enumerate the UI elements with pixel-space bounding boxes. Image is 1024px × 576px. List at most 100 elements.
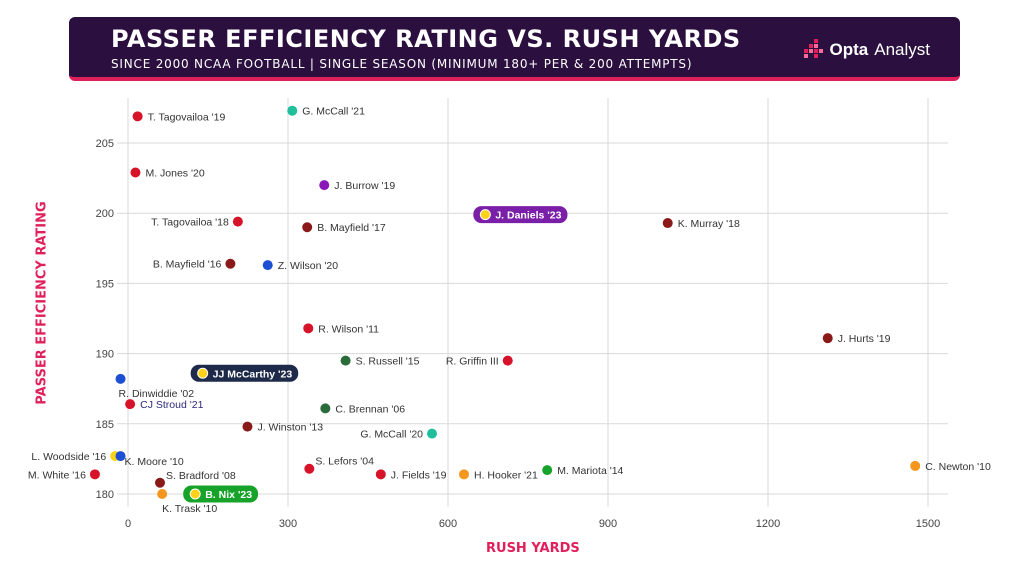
data-point: S. Lefors '04 <box>304 456 374 474</box>
point-marker-s-bradford-08 <box>155 477 165 488</box>
point-marker-t-tagovailoa-18 <box>232 216 243 227</box>
data-point: JJ McCarthy '23 <box>190 364 299 382</box>
point-marker-j-burrow-19 <box>319 180 330 191</box>
grid-lines <box>117 98 948 507</box>
point-marker-k-trask-10 <box>157 489 168 499</box>
point-marker-j-winston-13 <box>242 421 253 432</box>
data-point: K. Moore '10 <box>115 451 184 468</box>
point-marker-j-daniels-23 <box>479 209 491 221</box>
point-label-h-hooker-21: H. Hooker '21 <box>474 469 538 481</box>
point-label-j-winston-13: J. Winston '13 <box>257 422 323 434</box>
data-points: T. Tagovailoa '19 G. McCall '21 M. Jones '… <box>28 105 991 515</box>
point-marker-r-dinwiddie-02 <box>115 373 126 384</box>
y-tick-label: 205 <box>96 138 114 150</box>
data-point: T. Tagovailoa '18 <box>151 216 243 229</box>
point-label-k-trask-10: K. Trask '10 <box>162 503 217 515</box>
data-point: J. Fields '19 <box>375 469 447 481</box>
highlight-pill <box>190 364 299 382</box>
point-label-g-mccall-21: G. McCall '21 <box>302 106 365 118</box>
point-marker-b-nix-23 <box>189 488 201 500</box>
data-point: B. Nix '23 <box>183 485 259 503</box>
data-point: B. Mayfield '17 <box>302 222 386 234</box>
point-label-l-woodside-16: L. Woodside '16 <box>31 451 106 463</box>
point-marker-z-wilson-20 <box>262 260 273 271</box>
point-label-s-lefors-04: S. Lefors '04 <box>315 456 374 468</box>
point-label-r-griffin-iii: R. Griffin III <box>446 356 499 368</box>
data-point: H. Hooker '21 <box>459 469 538 481</box>
point-label-j-hurts-19: J. Hurts '19 <box>838 333 891 345</box>
x-tick-label: 900 <box>599 518 617 530</box>
data-point: CJ Stroud '21 <box>125 399 204 411</box>
y-tick-label: 180 <box>96 489 114 501</box>
point-marker-h-hooker-21 <box>459 469 469 480</box>
chart-title: PASSER EFFICIENCY RATING VS. RUSH YARDS <box>111 25 741 53</box>
x-tick-label: 1500 <box>916 518 940 530</box>
brand-name-bold: Opta <box>829 40 869 59</box>
point-label-j-fields-19: J. Fields '19 <box>391 469 447 481</box>
x-axis-label: RUSH YARDS <box>486 541 580 556</box>
data-point: R. Dinwiddie '02 <box>115 373 195 400</box>
point-label-m-mariota-14: M. Mariota '14 <box>557 465 623 477</box>
highlight-pill <box>183 485 259 503</box>
point-label-s-russell-15: S. Russell '15 <box>356 356 420 368</box>
data-point: J. Winston '13 <box>242 421 323 434</box>
data-point: M. Mariota '14 <box>542 465 624 477</box>
x-tick-label: 0 <box>125 518 131 530</box>
y-tick-label: 195 <box>96 278 114 290</box>
point-marker-b-mayfield-17 <box>302 222 313 233</box>
y-tick-label: 190 <box>96 349 114 361</box>
y-tick-label: 185 <box>96 419 114 431</box>
point-label-m-white-16: M. White '16 <box>28 469 86 481</box>
data-point: K. Murray '18 <box>662 218 740 230</box>
point-label-s-bradford-08: S. Bradford '08 <box>166 470 236 482</box>
point-marker-s-lefors-04 <box>304 463 315 474</box>
point-marker-c-brennan-06 <box>320 403 331 414</box>
point-label-m-jones-20: M. Jones '20 <box>145 167 204 179</box>
point-marker-m-mariota-14 <box>542 465 553 476</box>
data-point: C. Newton '10 <box>910 460 991 473</box>
point-label-k-moore-10: K. Moore '10 <box>125 456 184 468</box>
data-point: S. Russell '15 <box>340 355 420 368</box>
data-point: J. Daniels '23 <box>473 206 568 224</box>
data-point: R. Griffin III <box>446 355 513 368</box>
point-label-k-murray-18: K. Murray '18 <box>678 218 740 230</box>
point-label-b-nix-23: B. Nix '23 <box>205 489 252 501</box>
data-point: K. Trask '10 <box>157 489 217 515</box>
data-point: M. White '16 <box>28 469 100 481</box>
axis-ticks: 0 300 600 900 1200 1500 180 185 190 195 200 205 <box>96 138 941 530</box>
data-point: J. Hurts '19 <box>822 333 891 345</box>
point-label-r-wilson-11: R. Wilson '11 <box>318 323 379 335</box>
x-tick-label: 600 <box>439 518 457 530</box>
data-point: B. Mayfield '16 <box>153 258 236 271</box>
x-tick-label: 300 <box>279 518 297 530</box>
point-marker-jj-mccarthy-23 <box>197 367 209 379</box>
point-label-z-wilson-20: Z. Wilson '20 <box>278 260 339 272</box>
point-label-r-dinwiddie-02: R. Dinwiddie '02 <box>119 388 195 400</box>
brand-name-light: Analyst <box>874 40 930 59</box>
point-marker-g-mccall-20 <box>427 428 437 439</box>
data-point: T. Tagovailoa '19 <box>132 111 226 123</box>
data-point: C. Brennan '06 <box>320 403 405 415</box>
header-banner: PASSER EFFICIENCY RATING VS. RUSH YARDS … <box>69 17 960 81</box>
point-marker-g-mccall-21 <box>287 105 298 116</box>
point-label-g-mccall-20: G. McCall '20 <box>360 429 423 441</box>
chart-subtitle: SINCE 2000 NCAA FOOTBALL | SINGLE SEASON… <box>111 57 693 71</box>
opta-logo-icon <box>803 39 823 58</box>
point-label-j-daniels-23: J. Daniels '23 <box>495 210 561 222</box>
data-point: R. Wilson '11 <box>303 323 379 335</box>
point-label-cj-stroud-21: CJ Stroud '21 <box>140 399 203 411</box>
y-axis-label: PASSER EFFICIENCY RATING <box>34 201 50 405</box>
point-label-t-tagovailoa-19: T. Tagovailoa '19 <box>148 111 226 123</box>
point-label-b-mayfield-16: B. Mayfield '16 <box>153 259 222 271</box>
point-label-c-brennan-06: C. Brennan '06 <box>335 403 405 415</box>
point-marker-r-griffin-iii <box>502 355 513 366</box>
point-label-jj-mccarthy-23: JJ McCarthy '23 <box>213 368 293 380</box>
highlight-pill <box>473 206 568 224</box>
point-label-c-newton-10: C. Newton '10 <box>925 461 991 473</box>
data-point: J. Burrow '19 <box>319 180 395 192</box>
point-marker-k-moore-10 <box>115 451 126 462</box>
data-point: G. McCall '21 <box>287 105 365 118</box>
data-point: Z. Wilson '20 <box>262 260 339 272</box>
point-marker-m-white-16 <box>89 469 100 480</box>
